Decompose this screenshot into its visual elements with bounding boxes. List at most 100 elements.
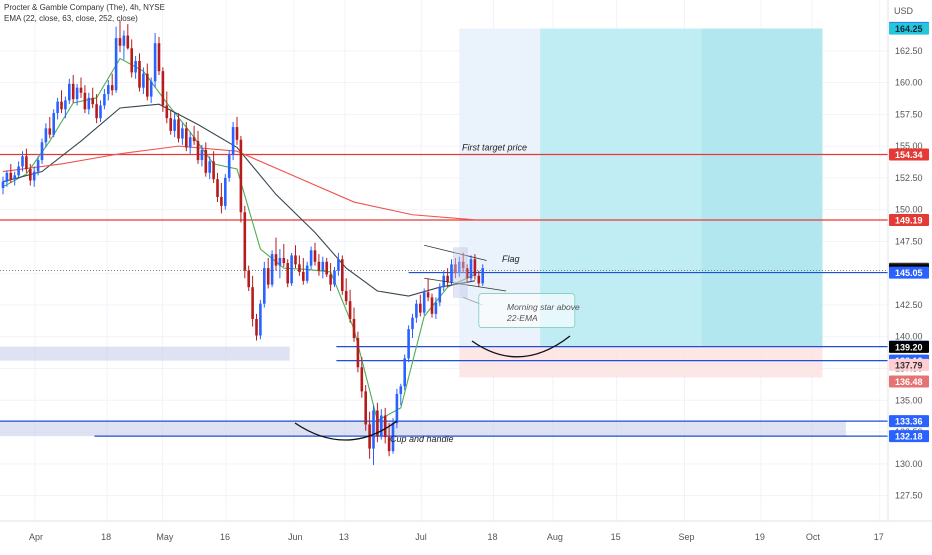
- first-target-label: First target price: [462, 143, 527, 153]
- candle-body: [208, 161, 211, 173]
- candle-body: [477, 275, 481, 284]
- candle-body: [188, 137, 192, 148]
- candle-body: [103, 94, 106, 106]
- price-tag-label: 132.18: [895, 432, 923, 442]
- candle-body: [473, 259, 477, 276]
- price-tag-bg: [889, 213, 929, 226]
- candle-body: [356, 338, 360, 368]
- candle-body: [247, 270, 250, 288]
- indicator-legend: EMA (22, close, 63, close, 252, close): [4, 14, 138, 23]
- y-tick-label: 157.50: [895, 109, 923, 119]
- x-tick-label: Jun: [288, 532, 303, 542]
- candle-body: [450, 264, 453, 283]
- price-tag-bg: [889, 148, 929, 161]
- y-tick-label: 127.50: [895, 491, 923, 501]
- callout-box: [478, 293, 576, 328]
- candle-body: [313, 250, 317, 262]
- flag-lower: [424, 277, 507, 292]
- candle-body: [87, 97, 91, 110]
- candle-body: [259, 303, 262, 336]
- candle-body: [29, 169, 32, 181]
- y-tick-label: 160.00: [895, 78, 923, 88]
- candle-body: [419, 303, 422, 313]
- x-tick-label: 15: [611, 532, 621, 542]
- candle-body: [364, 391, 367, 425]
- candle-body: [204, 149, 208, 173]
- candle-body: [282, 257, 286, 264]
- candle-body: [224, 177, 227, 206]
- candle-body: [430, 297, 434, 314]
- candle-body: [372, 410, 375, 449]
- candle-body: [309, 250, 313, 266]
- candle-body: [200, 149, 204, 161]
- candle-body: [107, 85, 110, 95]
- candle-body: [290, 255, 293, 284]
- candle-body: [465, 268, 469, 279]
- x-tick-label: 13: [339, 532, 349, 542]
- candle-body: [407, 329, 410, 359]
- candle-body: [118, 38, 122, 46]
- currency-label: USD: [894, 6, 914, 16]
- candle-body: [25, 156, 28, 170]
- candle-body: [64, 100, 67, 110]
- price-tag-bg: [889, 430, 929, 443]
- candle-body: [36, 160, 40, 172]
- candle-body: [337, 259, 340, 271]
- candle-body: [138, 60, 141, 88]
- price-tag-label: 154.34: [895, 150, 923, 160]
- candle-body: [110, 85, 114, 91]
- y-tick-label: 135.00: [895, 395, 923, 405]
- candle-body: [17, 166, 20, 176]
- x-tick-label: 19: [755, 532, 765, 542]
- x-tick-label: Oct: [806, 532, 821, 542]
- candle-body: [130, 48, 133, 73]
- candle-body: [274, 254, 278, 266]
- chart-title: Procter & Gamble Company (The), 4h, NYSE: [4, 3, 165, 12]
- candle-body: [21, 156, 24, 167]
- ema-line-1: [2, 103, 475, 297]
- candle-body: [325, 261, 328, 275]
- candle-body: [13, 175, 16, 180]
- candle-body: [270, 254, 274, 285]
- candle-body: [286, 263, 289, 284]
- candle-body: [79, 87, 83, 93]
- candle-body: [5, 172, 9, 182]
- candle-body: [461, 261, 465, 269]
- candle-body: [192, 137, 196, 142]
- y-tick-label: 142.50: [895, 300, 923, 310]
- candle-body: [321, 261, 325, 271]
- candle-body: [387, 437, 391, 452]
- candle-body: [9, 172, 13, 180]
- price-tag-bg: [889, 358, 929, 371]
- candle-body: [91, 97, 94, 105]
- candle-body: [227, 155, 231, 178]
- candle-body: [60, 101, 63, 110]
- candle-body: [263, 268, 266, 304]
- candle-body: [134, 60, 137, 73]
- candle-body: [403, 358, 406, 387]
- candle-body: [52, 113, 55, 135]
- candle-body: [298, 264, 301, 272]
- candle-body: [399, 386, 403, 394]
- candle-body: [40, 142, 44, 161]
- y-tick-label: 147.50: [895, 236, 923, 246]
- handle-arc: [471, 335, 571, 358]
- candle-body: [56, 101, 59, 114]
- candle-body: [44, 128, 48, 143]
- candle-body: [376, 410, 379, 436]
- price-tag-label: 137.79: [895, 360, 923, 370]
- candle-body: [181, 128, 184, 139]
- candle-body: [251, 287, 254, 319]
- price-tag-label: 149.19: [895, 215, 923, 225]
- candle-body: [434, 302, 438, 314]
- candle-body: [216, 179, 219, 197]
- candle-body: [231, 127, 235, 156]
- target-zone-right: [701, 28, 823, 347]
- x-tick-label: Jul: [415, 532, 427, 542]
- candle-body: [481, 268, 484, 284]
- candle-body: [454, 264, 457, 274]
- price-tag-label: 136.48: [895, 377, 923, 387]
- y-tick-label: 155.00: [895, 141, 923, 151]
